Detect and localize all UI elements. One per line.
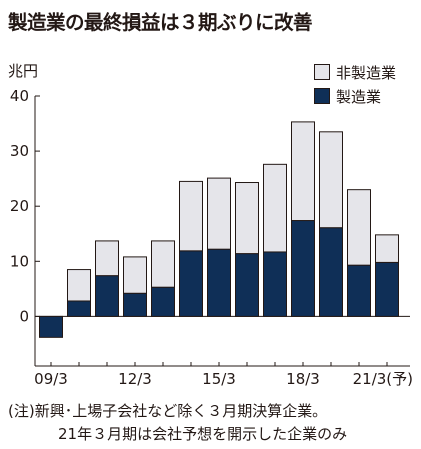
bar-non-manufacturing-7 [235, 182, 259, 255]
x-tick-label-12: 21/3(予) [353, 370, 413, 388]
bar-manufacturing-6 [207, 248, 231, 317]
bar-manufacturing-0 [39, 315, 63, 338]
footnote-line-2: 21年３月期は会社予想を開示した企業のみ [58, 425, 348, 443]
bar-manufacturing-4 [151, 286, 175, 317]
x-tick-label-9: 18/3 [286, 370, 320, 388]
bar-non-manufacturing-5 [179, 180, 203, 252]
bar-manufacturing-10 [319, 227, 343, 317]
y-tick-label-20: 20 [10, 197, 29, 215]
legend-swatch-manufacturing [314, 88, 330, 104]
bar-manufacturing-9 [291, 220, 315, 317]
legend-item-manufacturing: 製造業 [314, 84, 396, 108]
chart-title: 製造業の最終損益は３期ぶりに改善 [8, 11, 313, 34]
bar-manufacturing-1 [67, 300, 91, 317]
y-tick-label-30: 30 [10, 142, 29, 160]
legend-swatch-non-manufacturing [314, 64, 330, 80]
bar-non-manufacturing-1 [67, 269, 91, 302]
legend-label-manufacturing: 製造業 [336, 87, 382, 106]
legend: 非製造業 製造業 [314, 60, 396, 108]
bar-non-manufacturing-4 [151, 240, 175, 288]
y-axis-unit-label: 兆円 [8, 62, 39, 80]
bar-non-manufacturing-2 [95, 240, 119, 277]
bar-non-manufacturing-9 [291, 121, 315, 222]
y-tick-label-0: 0 [19, 307, 29, 325]
y-tick-label-40: 40 [10, 87, 29, 105]
bar-non-manufacturing-8 [263, 163, 287, 253]
x-tick-label-3: 12/3 [118, 370, 152, 388]
bar-non-manufacturing-10 [319, 131, 343, 229]
footnote-line-1: (注)新興･上場子会社など除く３月期決算企業｡ [8, 402, 320, 420]
bar-manufacturing-11 [347, 264, 371, 317]
bar-non-manufacturing-3 [123, 256, 147, 294]
bar-manufacturing-8 [263, 251, 287, 317]
bar-non-manufacturing-6 [207, 177, 231, 250]
bar-manufacturing-12 [375, 261, 399, 317]
bar-manufacturing-5 [179, 250, 203, 317]
bar-manufacturing-2 [95, 275, 119, 317]
bar-manufacturing-7 [235, 253, 259, 317]
bar-non-manufacturing-11 [347, 189, 371, 266]
legend-label-non-manufacturing: 非製造業 [336, 63, 397, 82]
x-tick-label-6: 15/3 [202, 370, 236, 388]
y-tick-label-10: 10 [10, 252, 29, 270]
legend-item-non-manufacturing: 非製造業 [314, 60, 396, 84]
bar-non-manufacturing-12 [375, 234, 399, 263]
x-tick-label-0: 09/3 [34, 370, 68, 388]
bar-manufacturing-3 [123, 292, 147, 317]
